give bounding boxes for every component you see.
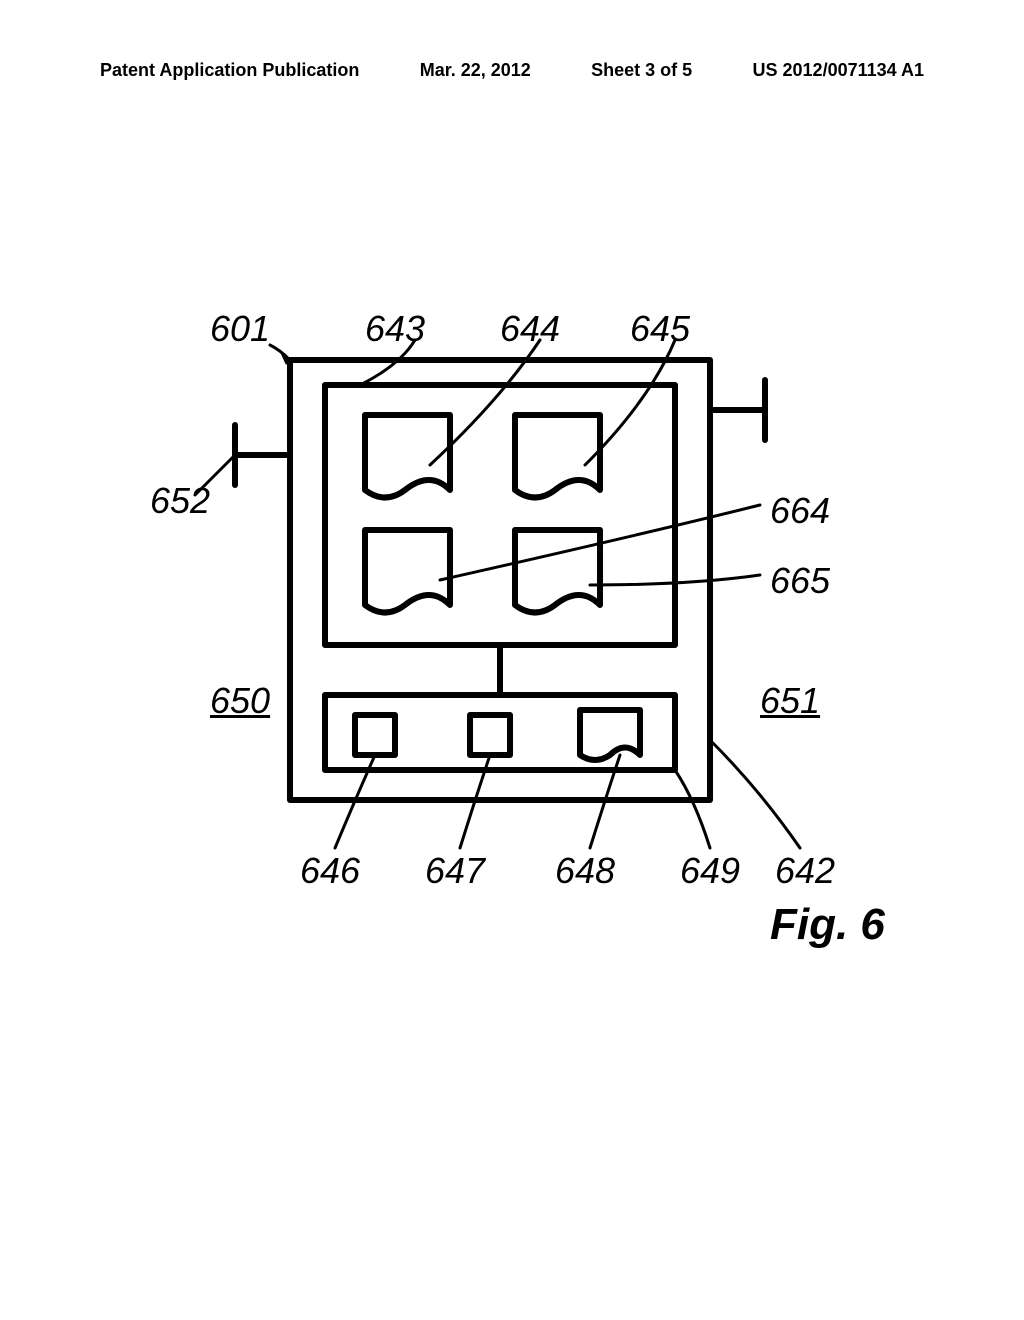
pub-type: Patent Application Publication bbox=[100, 60, 359, 81]
sq-646 bbox=[355, 715, 395, 755]
page: Patent Application Publication Mar. 22, … bbox=[0, 0, 1024, 1320]
lower-inner-box bbox=[325, 695, 675, 770]
pub-date: Mar. 22, 2012 bbox=[420, 60, 531, 81]
sq-647 bbox=[470, 715, 510, 755]
leader-642 bbox=[710, 740, 800, 848]
doc-648 bbox=[580, 710, 640, 760]
leader-652 bbox=[195, 455, 235, 495]
pub-number: US 2012/0071134 A1 bbox=[753, 60, 924, 81]
doc-645 bbox=[515, 415, 600, 498]
header: Patent Application Publication Mar. 22, … bbox=[0, 60, 1024, 81]
leader-649 bbox=[675, 770, 710, 848]
doc-664 bbox=[365, 530, 450, 613]
diagram-svg bbox=[140, 280, 900, 900]
sheet-info: Sheet 3 of 5 bbox=[591, 60, 692, 81]
figure-label: Fig. 6 bbox=[770, 900, 885, 950]
doc-665 bbox=[515, 530, 600, 613]
